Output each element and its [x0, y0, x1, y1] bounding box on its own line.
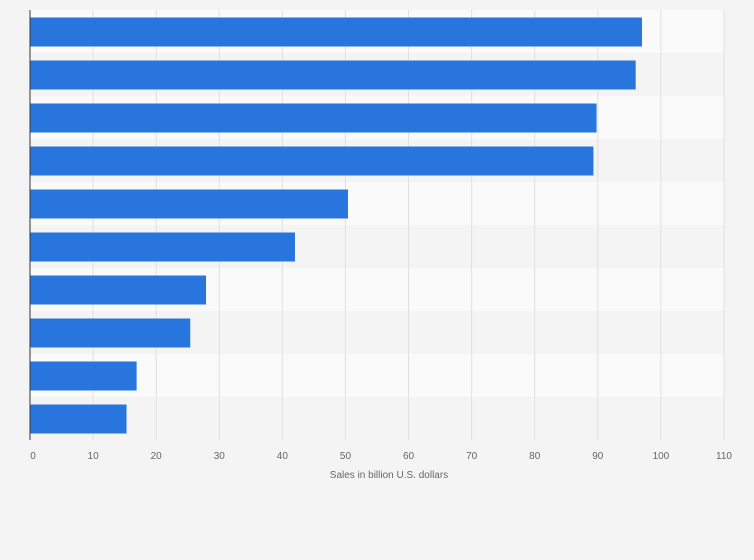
bar — [30, 361, 137, 391]
x-axis-title: Sales in billion U.S. dollars — [330, 470, 448, 481]
bar — [30, 275, 207, 305]
x-tick-label: 90 — [592, 451, 604, 462]
bar — [30, 103, 597, 133]
row-band — [30, 354, 724, 397]
x-tick-label: 70 — [466, 451, 478, 462]
bar — [30, 60, 636, 90]
x-tick-label: 110 — [716, 451, 732, 462]
row-band — [30, 397, 724, 440]
x-tick-label: 60 — [403, 451, 415, 462]
bar — [30, 232, 295, 262]
x-tick-labels: 0 10 20 30 40 50 60 70 80 90 100 110 — [30, 451, 732, 462]
x-tick-label: 10 — [88, 451, 100, 462]
bars — [30, 17, 642, 434]
x-tick-label: 20 — [151, 451, 163, 462]
bar — [30, 146, 594, 176]
x-tick-label: 50 — [340, 451, 352, 462]
x-tick-label: 80 — [529, 451, 541, 462]
x-tick-label: 0 — [30, 451, 36, 462]
x-tick-label: 30 — [214, 451, 226, 462]
x-tick-label: 40 — [277, 451, 289, 462]
bar — [30, 318, 191, 348]
bar — [30, 17, 642, 47]
x-tick-label: 100 — [653, 451, 670, 462]
bar — [30, 404, 127, 434]
bar — [30, 189, 348, 219]
